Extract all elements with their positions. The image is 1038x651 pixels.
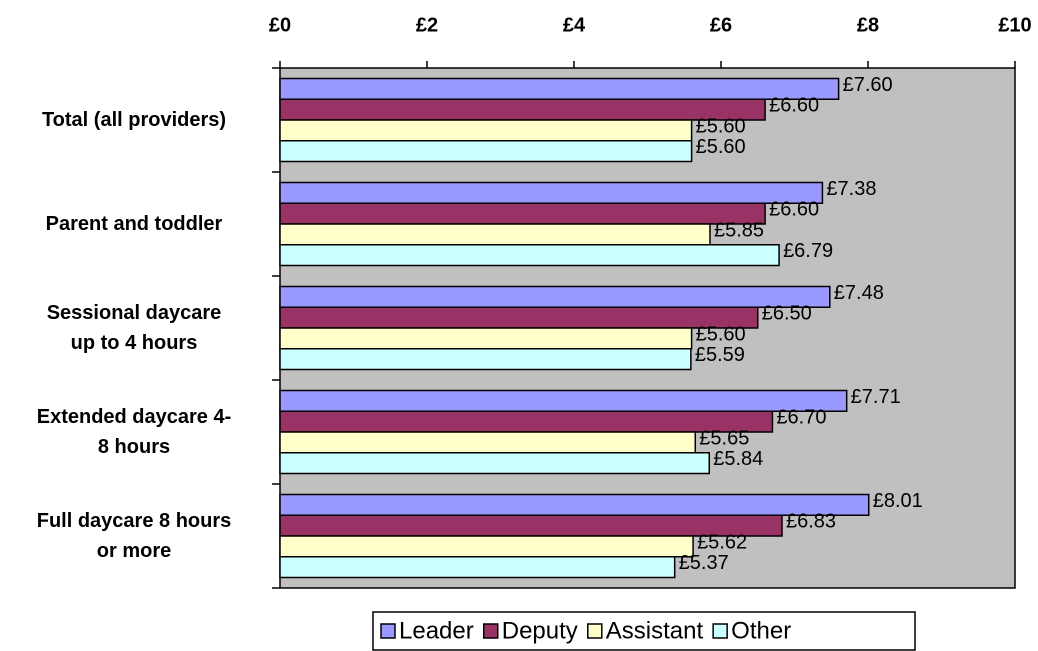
value-label: £6.50 xyxy=(762,303,812,325)
value-label: £6.70 xyxy=(776,407,826,429)
value-label: £5.60 xyxy=(696,136,746,158)
value-label: £5.60 xyxy=(696,115,746,137)
value-label: £8.01 xyxy=(873,490,923,512)
value-label: £5.62 xyxy=(697,531,747,553)
bar xyxy=(279,244,780,267)
value-label: £6.79 xyxy=(783,240,833,262)
value-label: £5.37 xyxy=(679,552,729,574)
bar xyxy=(279,181,824,204)
bar xyxy=(279,327,693,350)
legend-label: Assistant xyxy=(606,617,704,644)
x-tick-label: £0 xyxy=(269,14,291,36)
legend-label: Leader xyxy=(399,617,474,644)
bar xyxy=(279,535,694,558)
value-label: £7.48 xyxy=(834,282,884,304)
legend-swatch xyxy=(482,623,499,639)
bar xyxy=(279,223,711,246)
bar xyxy=(279,493,870,516)
category-label: Extended daycare 4- 8 hours xyxy=(36,406,232,458)
bar xyxy=(279,119,693,142)
bar xyxy=(279,98,766,121)
value-label: £5.84 xyxy=(713,448,763,470)
value-label: £5.59 xyxy=(695,344,745,366)
value-label: £5.85 xyxy=(714,219,764,241)
value-label: £5.60 xyxy=(696,323,746,345)
value-label: £7.38 xyxy=(826,178,876,200)
x-tick-label: £4 xyxy=(563,14,586,36)
x-tick-label: £6 xyxy=(710,14,732,36)
value-label: £6.60 xyxy=(769,199,819,221)
bar xyxy=(279,285,831,308)
x-tick-label: £8 xyxy=(857,14,879,36)
bar xyxy=(279,140,693,163)
value-label: £7.60 xyxy=(843,74,893,96)
legend-swatch xyxy=(712,623,728,639)
legend-box xyxy=(372,611,916,651)
legend-label: Deputy xyxy=(502,617,578,644)
bar xyxy=(279,389,848,412)
legend-swatch xyxy=(587,623,603,639)
value-label: £7.71 xyxy=(851,386,901,408)
bar xyxy=(279,348,692,371)
legend-label: Other xyxy=(731,617,791,644)
bar xyxy=(279,306,759,329)
value-label: £6.83 xyxy=(786,511,836,533)
bar xyxy=(279,77,840,100)
bar xyxy=(279,556,676,579)
category-label: Sessional daycare up to 4 hours xyxy=(46,302,222,354)
legend-swatch xyxy=(380,623,396,639)
category-label: Parent and toddler xyxy=(45,213,223,235)
category-label: Full daycare 8 hours or more xyxy=(36,510,232,562)
bar xyxy=(279,431,697,454)
x-tick-label: £10 xyxy=(998,14,1031,36)
value-label: £6.60 xyxy=(769,95,819,117)
bar xyxy=(279,202,766,225)
bar xyxy=(279,452,710,475)
x-tick-label: £2 xyxy=(416,14,438,36)
category-label: Total (all providers) xyxy=(41,109,227,131)
value-label: £5.65 xyxy=(699,427,749,449)
